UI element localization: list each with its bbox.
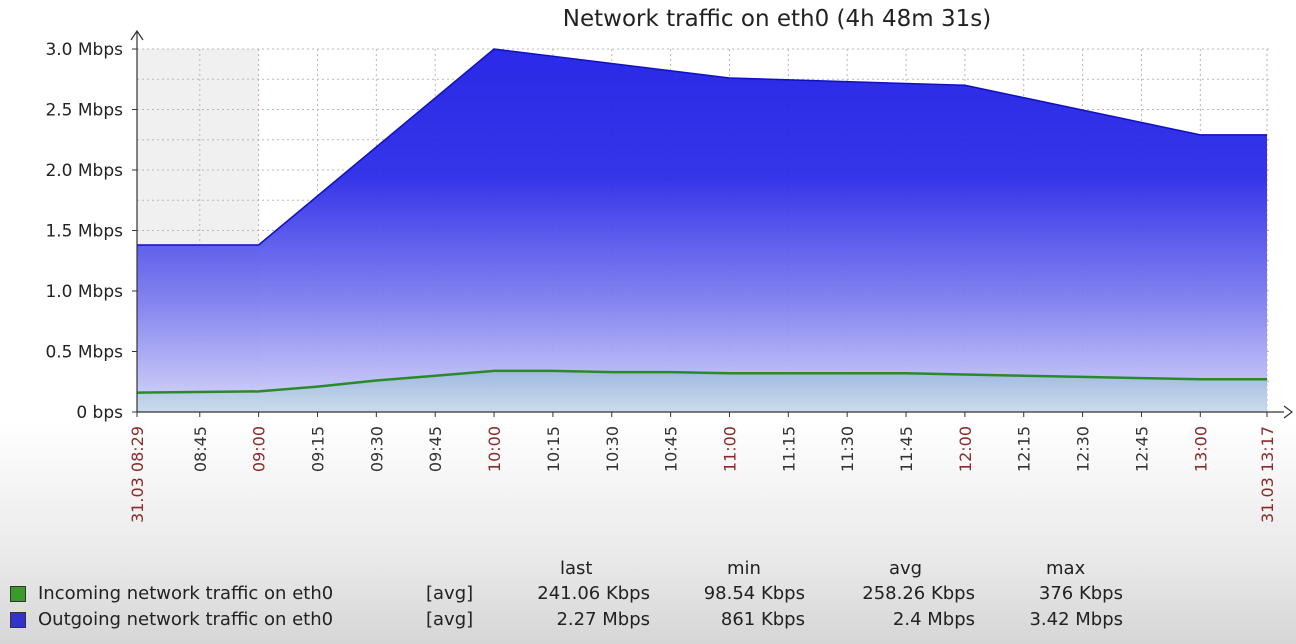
legend-series-name: Incoming network traffic on eth0 xyxy=(38,583,334,604)
x-tick-label: 09:15 xyxy=(308,426,327,472)
chart-title: Network traffic on eth0 (4h 48m 31s) xyxy=(563,6,991,32)
y-tick-label: 0 bps xyxy=(76,403,123,423)
x-tick-label: 11:15 xyxy=(779,426,798,472)
x-tick-label: 12:30 xyxy=(1074,426,1093,472)
x-tick-label: 09:45 xyxy=(426,426,445,472)
y-tick-label: 0.5 Mbps xyxy=(45,343,123,363)
x-tick-label: 09:00 xyxy=(250,426,269,472)
legend-max: 3.42 Mbps xyxy=(1029,609,1123,630)
legend-last: 241.06 Kbps xyxy=(537,583,650,604)
outgoing-area xyxy=(137,49,1267,412)
legend: last min avg max Incoming network traffi… xyxy=(0,556,1296,644)
x-tick-label: 31.03 08:29 xyxy=(128,426,147,523)
y-tick-label: 2.5 Mbps xyxy=(45,101,123,121)
legend-min: 98.54 Kbps xyxy=(703,583,805,604)
legend-header-max: max xyxy=(1046,558,1086,579)
x-tick-label: 12:15 xyxy=(1015,426,1034,472)
x-tick-label: 10:30 xyxy=(603,426,622,472)
traffic-chart: Network traffic on eth0 (4h 48m 31s) 0 b… xyxy=(45,6,1293,523)
outgoing-line xyxy=(137,48,1267,246)
x-axis-arrow xyxy=(1283,405,1293,419)
y-tick-label: 3.0 Mbps xyxy=(45,40,123,60)
legend-header-last: last xyxy=(560,558,593,579)
x-tick-label: 31.03 13:17 xyxy=(1258,426,1277,523)
x-tick-label: 11:00 xyxy=(720,426,739,472)
x-tick-label: 13:00 xyxy=(1191,426,1210,472)
x-tick-label: 11:45 xyxy=(897,426,916,472)
x-tick-label: 11:30 xyxy=(838,426,857,472)
legend-row-outgoing: Outgoing network traffic on eth0 [avg] 2… xyxy=(0,609,1296,633)
legend-row-incoming: Incoming network traffic on eth0 [avg] 2… xyxy=(0,583,1296,607)
legend-last: 2.27 Mbps xyxy=(556,609,650,630)
y-tick-label: 1.0 Mbps xyxy=(45,282,123,302)
incoming-line xyxy=(136,369,1267,394)
x-tick-label: 12:00 xyxy=(956,426,975,472)
x-tick-label: 10:15 xyxy=(544,426,563,472)
legend-series-name: Outgoing network traffic on eth0 xyxy=(38,609,334,630)
x-tick-label: 08:45 xyxy=(191,426,210,472)
y-axis-arrow xyxy=(130,29,144,41)
legend-avg: 258.26 Kbps xyxy=(862,583,975,604)
legend-func: [avg] xyxy=(426,609,474,630)
plot-area: 0 bps 0.5 Mbps 1.0 Mbps 1.5 Mbps 2.0 Mbps 2.5… xyxy=(45,29,1293,523)
legend-header-min: min xyxy=(727,558,761,579)
x-tick-label: 10:45 xyxy=(662,426,681,472)
legend-swatch-outgoing xyxy=(10,612,26,628)
legend-min: 861 Kbps xyxy=(720,609,805,630)
legend-max: 376 Kbps xyxy=(1038,583,1123,604)
legend-avg: 2.4 Mbps xyxy=(892,609,975,630)
incoming-area xyxy=(137,370,1267,412)
x-tick-label: 10:00 xyxy=(485,426,504,472)
x-tick-label: 09:30 xyxy=(367,426,386,472)
legend-func: [avg] xyxy=(426,583,474,604)
x-tick-label: 12:45 xyxy=(1132,426,1151,472)
y-tick-label: 1.5 Mbps xyxy=(45,222,123,242)
y-tick-label: 2.0 Mbps xyxy=(45,161,123,181)
legend-swatch-incoming xyxy=(10,586,26,602)
legend-header-avg: avg xyxy=(889,558,923,579)
